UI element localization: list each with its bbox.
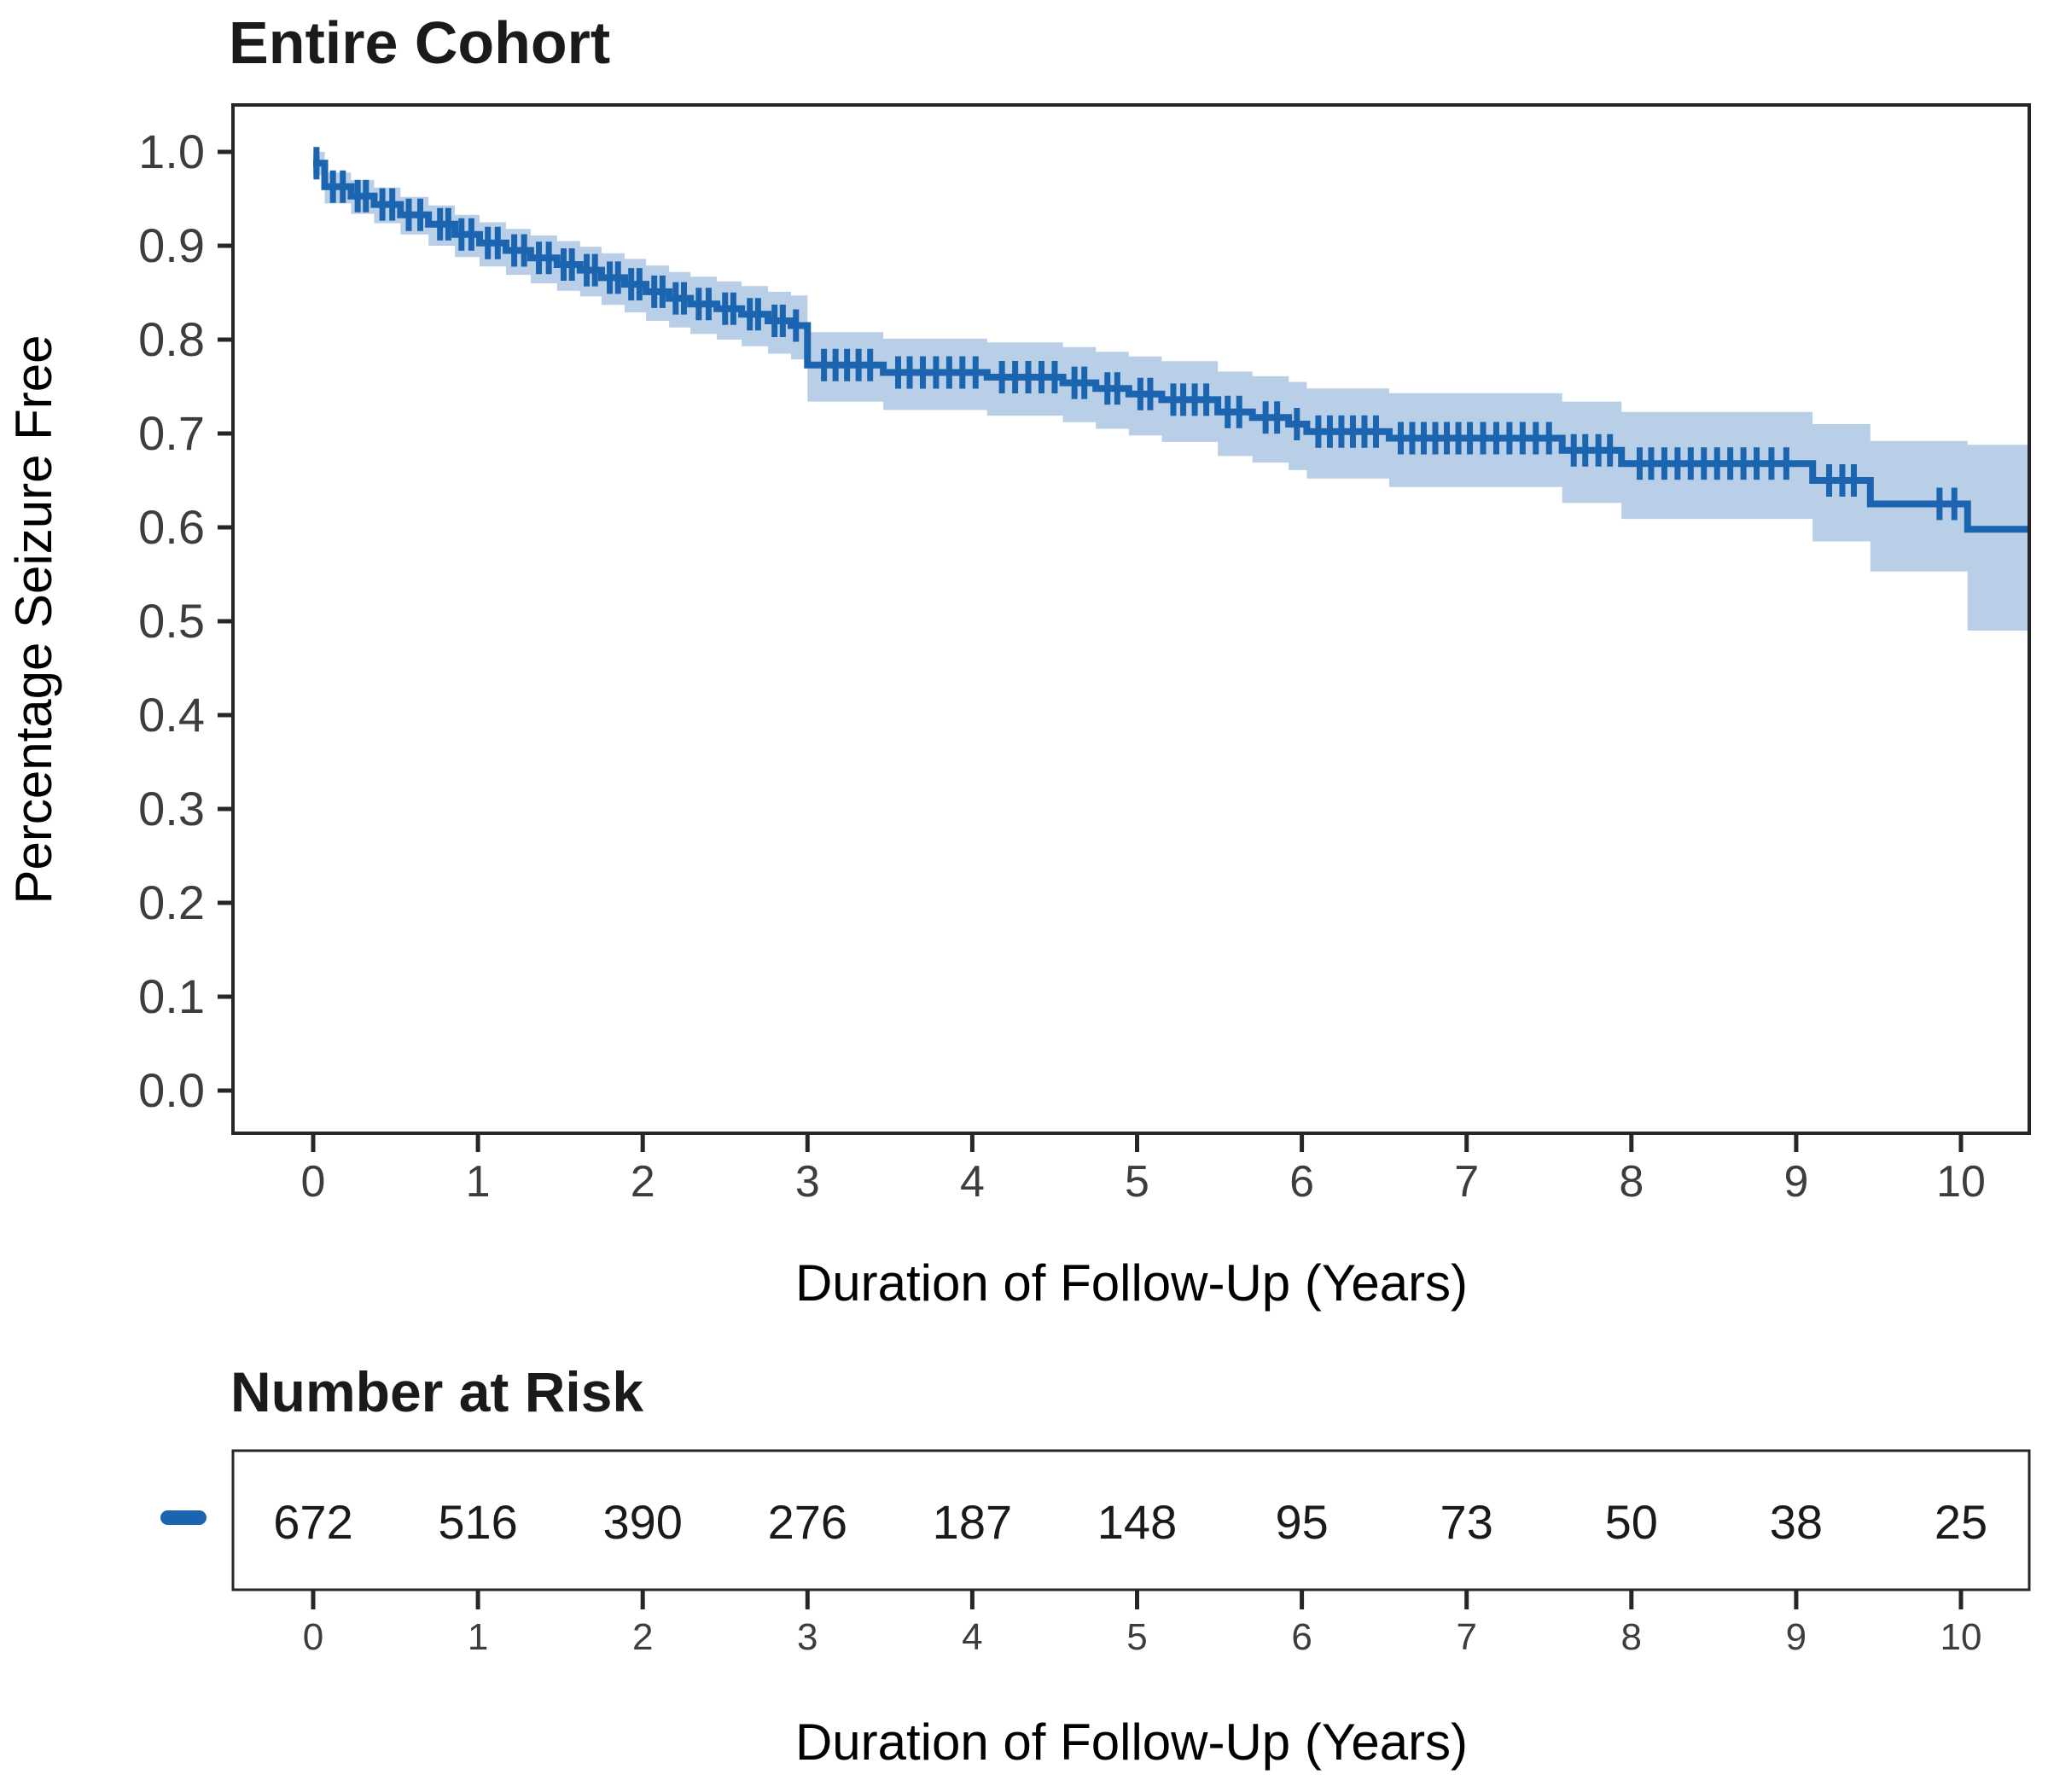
x-tick-label: 0 [301,1157,326,1207]
risk-table-heading: Number at Risk [230,1360,643,1423]
y-tick-label: 0.6 [138,500,205,554]
risk-axis-tick-label: 9 [1786,1616,1807,1658]
risk-axis-tick-label: 7 [1456,1616,1476,1658]
x-tick-label: 6 [1289,1157,1314,1207]
x-tick-label: 9 [1783,1157,1808,1207]
risk-axis-tick-label: 6 [1291,1616,1312,1658]
y-tick-label: 0.8 [138,312,205,366]
y-axis-ticks: 0.0 0.1 0.2 0.3 0.4 0.5 0.6 0.7 0.8 0.9 1.0 [138,125,233,1117]
risk-count: 390 [602,1495,682,1549]
y-tick-label: 0.4 [138,688,205,742]
x-tick-label: 4 [960,1157,985,1207]
x-tick-label: 8 [1619,1157,1644,1207]
y-tick-label: 0.0 [138,1063,205,1117]
risk-count: 148 [1097,1495,1177,1549]
risk-count: 50 [1605,1495,1658,1549]
risk-axis-tick-label: 0 [303,1616,323,1658]
y-tick-label: 0.1 [138,969,205,1023]
plot-title: Entire Cohort [229,9,610,76]
censor-marks [313,147,1958,521]
risk-count: 38 [1770,1495,1823,1549]
y-tick-label: 0.5 [138,594,205,648]
risk-count: 95 [1275,1495,1328,1549]
x-axis-ticks: 0 1 2 3 4 5 6 7 8 9 10 [301,1133,1986,1207]
risk-axis-tick-label: 3 [797,1616,817,1658]
x-tick-label: 10 [1936,1157,1986,1207]
x-tick-label: 2 [631,1157,655,1207]
x-axis-title: Duration of Follow-Up (Years) [795,1254,1468,1312]
survival-curve [313,160,2028,533]
legend-line-swatch [160,1510,207,1525]
y-tick-label: 1.0 [138,125,205,178]
risk-axis-tick-label: 8 [1621,1616,1642,1658]
risk-table-frame [231,1449,2031,1591]
x-tick-label: 1 [466,1157,491,1207]
y-tick-label: 0.9 [138,218,205,272]
risk-axis-tick-label: 2 [632,1616,653,1658]
risk-axis-tick-label: 1 [468,1616,488,1658]
risk-axis-tick-label: 10 [1940,1616,1982,1658]
y-tick-label: 0.7 [138,406,205,460]
x-tick-label: 3 [795,1157,820,1207]
risk-count: 25 [1935,1495,1987,1549]
y-tick-label: 0.3 [138,782,205,835]
risk-axis-title: Duration of Follow-Up (Years) [795,1713,1468,1771]
risk-count: 73 [1440,1495,1493,1549]
risk-count: 187 [933,1495,1012,1549]
x-tick-label: 7 [1454,1157,1479,1207]
risk-count-row: 672 516 390 276 187 148 95 73 50 38 25 [273,1495,1987,1549]
y-axis-title: Percentage Seizure Free [5,335,62,904]
risk-axis-tick-label: 5 [1126,1616,1147,1658]
risk-axis-ticks: 0 1 2 3 4 5 6 7 8 9 10 [303,1590,1982,1658]
risk-axis-tick-label: 4 [962,1616,982,1658]
risk-count: 672 [273,1495,352,1549]
y-tick-label: 0.2 [138,876,205,929]
risk-count: 276 [768,1495,847,1549]
x-tick-label: 5 [1125,1157,1149,1207]
risk-count: 516 [438,1495,517,1549]
